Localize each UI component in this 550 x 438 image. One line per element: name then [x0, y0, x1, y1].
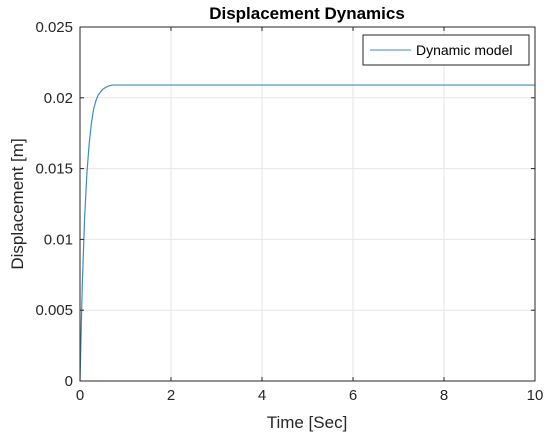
- y-tick-label: 0: [65, 373, 73, 390]
- series-layer: [79, 84, 535, 382]
- x-tick-label: 4: [258, 387, 266, 404]
- x-tick-label: 8: [440, 387, 448, 404]
- legend: Dynamic model: [362, 34, 530, 66]
- y-tick-label: 0.025: [35, 19, 73, 36]
- y-tick-label: 0.02: [44, 90, 73, 107]
- y-tick-label: 0.005: [35, 302, 73, 319]
- chart-title: Displacement Dynamics: [209, 4, 405, 23]
- legend-label-dynamic-model: Dynamic model: [416, 42, 512, 58]
- x-tick-label: 2: [167, 387, 175, 404]
- plot-area: [80, 27, 535, 381]
- y-tick-label: 0.01: [44, 231, 73, 248]
- y-tick-label: 0.015: [35, 161, 73, 178]
- series-line-dynamic-model: [79, 84, 535, 382]
- plot-frame: [79, 26, 536, 382]
- x-axis-label: Time [Sec]: [267, 413, 348, 432]
- grid-lines: [80, 27, 535, 381]
- y-axis-label: Displacement [m]: [8, 138, 27, 269]
- x-tick-label: 10: [527, 387, 544, 404]
- x-tick-label: 6: [349, 387, 357, 404]
- x-tick-label: 0: [76, 387, 84, 404]
- axis-ticks: 0 2 4 6 8 10 0 0.005 0.01 0.015 0.02 0.025: [35, 19, 543, 404]
